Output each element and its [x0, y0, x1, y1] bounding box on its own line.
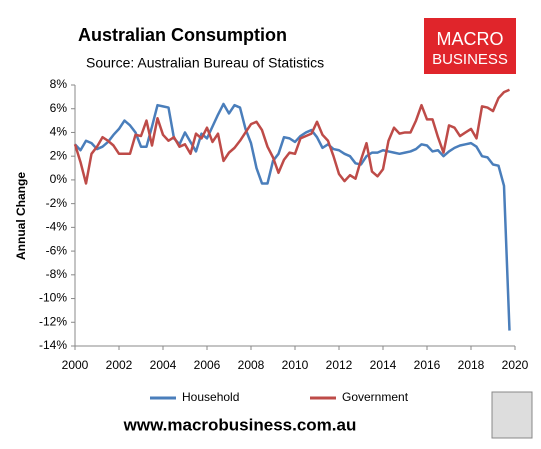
x-tick-label: 2016 [414, 358, 441, 372]
y-tick-label: -4% [46, 220, 68, 234]
x-tick-label: 2018 [458, 358, 485, 372]
y-tick-label: 4% [50, 125, 68, 139]
logo [424, 18, 516, 74]
chart-subtitle: Source: Australian Bureau of Statistics [86, 55, 324, 71]
y-tick-label: -12% [39, 314, 67, 328]
y-tick-label: 6% [50, 101, 68, 115]
chart-title: Australian Consumption [78, 25, 287, 45]
y-tick-label: 2% [50, 148, 68, 162]
x-tick-label: 2014 [370, 358, 397, 372]
y-tick-label: 8% [50, 77, 68, 91]
x-tick-label: 2000 [62, 358, 89, 372]
x-tick-label: 2012 [326, 358, 353, 372]
x-tick-label: 2008 [238, 358, 265, 372]
legend-label: Government [342, 390, 409, 404]
x-tick-label: 2006 [194, 358, 221, 372]
x-tick-label: 2002 [106, 358, 133, 372]
x-tick-label: 2020 [502, 358, 529, 372]
x-tick-label: 2010 [282, 358, 309, 372]
y-tick-label: -10% [39, 291, 67, 305]
y-tick-label: -14% [39, 338, 67, 352]
y-tick-label: -8% [46, 267, 68, 281]
wolf-icon [491, 391, 533, 439]
footer: www.macrobusiness.com.au [123, 415, 357, 434]
logo-text: BUSINESS [432, 51, 508, 68]
x-tick-label: 2004 [150, 358, 177, 372]
logo-text: MACRO [437, 29, 504, 49]
legend-label: Household [182, 390, 239, 404]
y-axis-label: Annual Change [14, 172, 28, 260]
y-tick-label: -2% [46, 196, 68, 210]
y-tick-label: -6% [46, 243, 68, 257]
series-line [74, 102, 511, 331]
series-line [73, 88, 510, 185]
y-tick-label: 0% [50, 172, 68, 186]
